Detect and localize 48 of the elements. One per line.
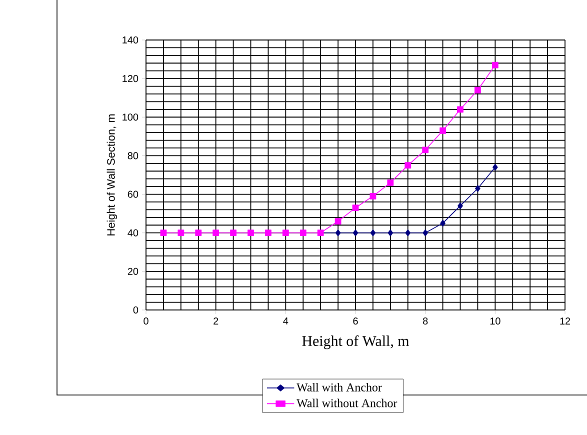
point	[387, 180, 394, 186]
point	[475, 185, 480, 192]
y-tick-label: 20	[128, 268, 138, 275]
y-axis-title: Height of Wall Section, m	[106, 114, 118, 236]
point	[440, 220, 446, 227]
y-tick-label: 60	[128, 190, 138, 198]
x-tick-label: 6	[353, 318, 358, 325]
point	[212, 230, 220, 236]
point	[282, 230, 289, 236]
point	[265, 230, 272, 236]
x-tick-label: 4	[283, 318, 288, 324]
legend-label: Wall without Anchor	[296, 398, 398, 408]
point	[370, 229, 376, 236]
x-tick-label: 12	[560, 318, 570, 324]
point	[370, 193, 376, 200]
point	[388, 229, 394, 236]
point	[422, 229, 428, 236]
y-tick-label: 120	[122, 75, 138, 82]
point	[334, 218, 342, 224]
y-tick-label: 80	[128, 152, 138, 160]
x-tick-label: 0	[144, 318, 148, 325]
point	[440, 127, 446, 134]
point	[230, 230, 236, 236]
point	[458, 202, 463, 210]
point	[405, 229, 411, 236]
y-tick-label: 0	[133, 306, 138, 314]
x-tick-label: 2	[214, 318, 218, 324]
point	[335, 229, 341, 236]
point	[457, 106, 464, 113]
y-tick-label: 140	[122, 36, 138, 44]
point	[474, 86, 481, 94]
point	[248, 230, 254, 236]
point	[178, 230, 184, 236]
point	[352, 229, 358, 236]
point	[352, 204, 359, 211]
point	[404, 162, 412, 169]
y-tick-label: 40	[128, 229, 138, 236]
point	[160, 230, 167, 236]
point	[422, 146, 429, 154]
x-tick-label: 10	[490, 318, 500, 325]
point	[492, 164, 498, 171]
point	[195, 230, 202, 236]
point	[300, 230, 306, 236]
x-axis-title: Height of Wall, m	[302, 335, 410, 350]
y-tick-label: 100	[122, 114, 138, 121]
point	[492, 62, 498, 68]
legend-label: Wall with Anchor	[296, 383, 382, 392]
x-tick-label: 8	[423, 318, 428, 325]
